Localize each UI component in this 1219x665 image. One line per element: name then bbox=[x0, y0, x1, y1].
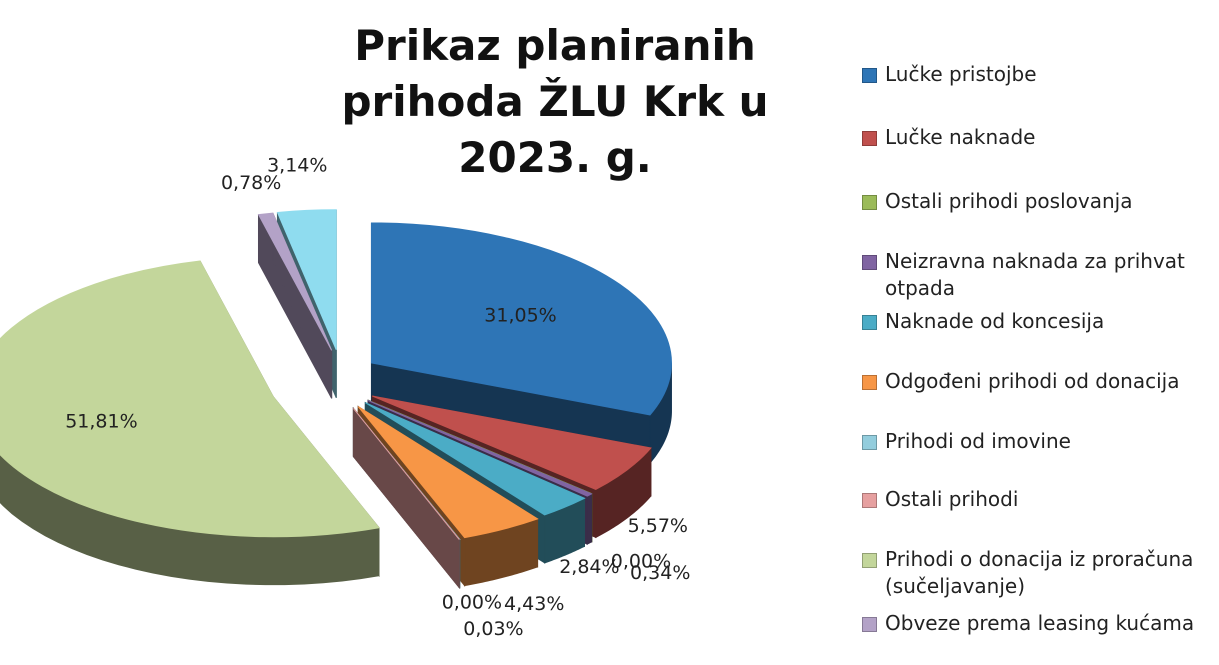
legend-label: Ostali prihodi bbox=[885, 487, 1019, 511]
legend-entry: Lučke pristojbe bbox=[862, 61, 1207, 88]
legend-swatch bbox=[862, 255, 877, 270]
data-label: 0,78% bbox=[221, 172, 281, 194]
legend-entry: Ostali prihodi bbox=[862, 486, 1207, 513]
data-label: 0,34% bbox=[630, 562, 690, 584]
legend-swatch bbox=[862, 131, 877, 146]
legend-swatch bbox=[862, 195, 877, 210]
legend-swatch bbox=[862, 617, 877, 632]
legend-label: Prihodi od imovine bbox=[885, 429, 1071, 453]
data-label: 0,03% bbox=[463, 618, 523, 640]
legend-swatch bbox=[862, 68, 877, 83]
legend-swatch bbox=[862, 375, 877, 390]
slice bbox=[0, 260, 380, 538]
slice bbox=[357, 406, 539, 539]
data-label: 31,05% bbox=[484, 304, 556, 326]
legend-entry: Obveze prema leasing kućama bbox=[862, 610, 1207, 637]
legend-label: Lučke naknade bbox=[885, 125, 1036, 149]
legend-label: Prihodi o donacija iz proračuna (sučelja… bbox=[885, 547, 1194, 598]
data-label: 4,43% bbox=[504, 593, 564, 615]
slice bbox=[367, 400, 593, 497]
legend-entry: Ostali prihodi poslovanja bbox=[862, 188, 1207, 215]
slice bbox=[370, 222, 672, 416]
legend-label: Lučke pristojbe bbox=[885, 62, 1037, 86]
legend-label: Naknade od koncesija bbox=[885, 309, 1105, 333]
legend-label: Ostali prihodi poslovanja bbox=[885, 189, 1133, 213]
data-label: 2,84% bbox=[559, 556, 619, 578]
legend-swatch bbox=[862, 435, 877, 450]
slice-side bbox=[586, 493, 593, 545]
chart: 31,05%5,57%0,00%0,34%2,84%4,43%0,03%0,00… bbox=[0, 154, 690, 640]
legend-entry: Neizravna naknada za prihvat otpada bbox=[862, 248, 1207, 302]
legend-swatch bbox=[862, 553, 877, 568]
legend-label: Obveze prema leasing kućama bbox=[885, 611, 1195, 635]
legend-swatch bbox=[862, 493, 877, 508]
slice bbox=[276, 209, 337, 350]
slice bbox=[353, 408, 460, 540]
legend-swatch bbox=[862, 315, 877, 330]
data-label: 51,81% bbox=[65, 410, 137, 432]
chart-title: Prikaz planiranih prihoda ŽLU Krk u 2023… bbox=[341, 21, 769, 182]
slice bbox=[365, 402, 586, 516]
legend-entry: Odgođeni prihodi od donacija bbox=[862, 368, 1207, 395]
legend-entry: Naknade od koncesija bbox=[862, 308, 1207, 335]
data-label: 0,00% bbox=[611, 551, 671, 573]
data-label: 3,14% bbox=[267, 154, 327, 176]
legend-label: Odgođeni prihodi od donacija bbox=[885, 369, 1180, 393]
legend-entry: Prihodi o donacija iz proračuna (sučelja… bbox=[862, 546, 1207, 600]
legend-entry: Prihodi od imovine bbox=[862, 428, 1207, 455]
data-label: 5,57% bbox=[628, 515, 688, 537]
slice bbox=[372, 395, 652, 490]
legend-label: Neizravna naknada za prihvat otpada bbox=[885, 249, 1185, 300]
slice bbox=[257, 212, 333, 351]
legend-entry: Lučke naknade bbox=[862, 124, 1207, 151]
data-label: 0,00% bbox=[442, 592, 502, 614]
